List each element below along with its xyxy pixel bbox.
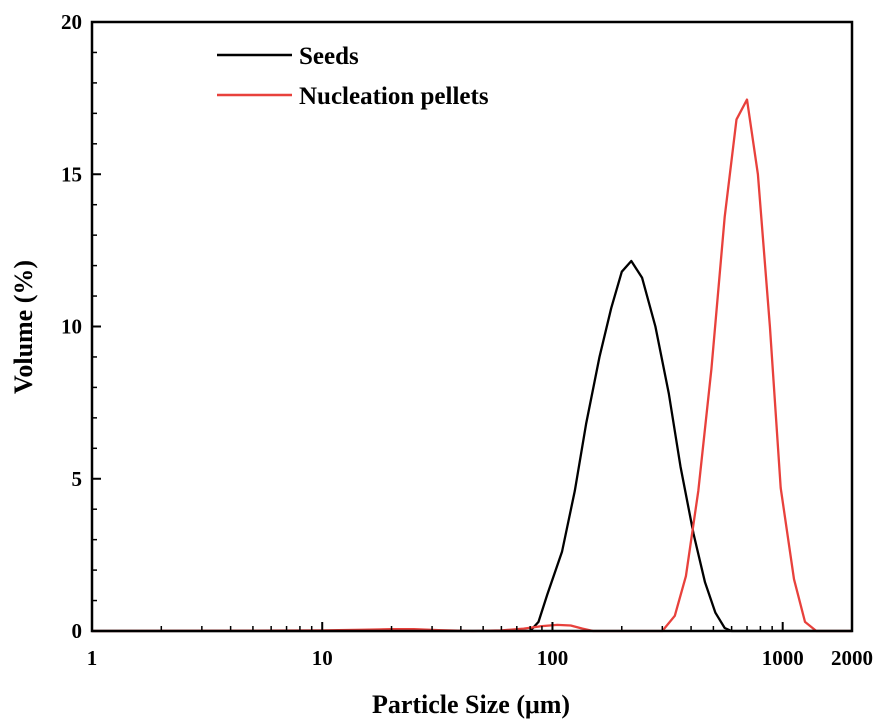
legend-nucleation-pellets-label: Nucleation pellets: [299, 83, 489, 110]
y-tick-label: 20: [61, 10, 82, 34]
x-tick-label: 1000: [762, 646, 804, 670]
plot-area: [91, 98, 852, 633]
y-tick-label: 10: [61, 315, 82, 339]
plot-frame: [90, 20, 854, 633]
x-tick-label: 1: [87, 646, 98, 670]
y-axis-title: Volume (%): [9, 260, 38, 394]
axes: 0 5 10 15 20 1 10 100 1000 2000: [61, 10, 873, 670]
series-line-nucleation-pellets: [91, 98, 852, 633]
y-tick-label: 0: [72, 619, 83, 643]
x-tick-label: 2000: [831, 646, 873, 670]
y-tick-label: 15: [61, 162, 82, 186]
x-axis-title: Particle Size (μm): [372, 690, 570, 719]
legend: Seeds Nucleation pellets: [217, 43, 489, 110]
series-line-seeds: [92, 259, 852, 633]
legend-seeds-label: Seeds: [299, 43, 359, 70]
x-tick-label: 100: [537, 646, 569, 670]
y-tick-label: 5: [72, 467, 83, 491]
x-tick-label: 10: [312, 646, 333, 670]
